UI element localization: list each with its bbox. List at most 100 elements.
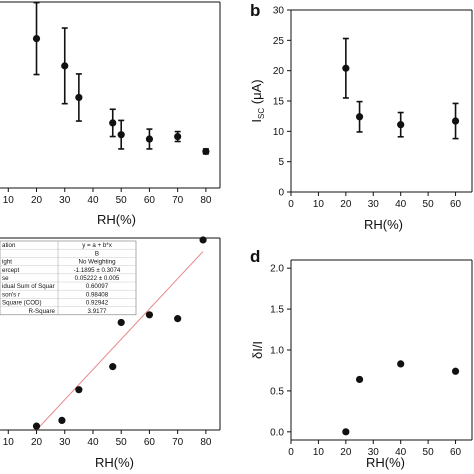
x-tick-label: 10 [3,437,15,448]
data-point [202,147,210,156]
y-tick-label: 2.0 [270,264,284,275]
y-tick-label: 25 [273,36,285,47]
x-axis-label: RH(%) [95,455,134,470]
data-point [75,386,83,394]
data-point [145,311,154,319]
y-tick-label: 1.0 [270,346,284,357]
panel-b: 0 10 20 30 40 50 60 0 5 10 15 20 25 30 RH(%) ISC (μA) b [249,1,473,232]
x-tick-label: 40 [87,437,99,448]
data-point [397,360,405,368]
data-point [109,119,117,127]
fit-table-key: son's r [2,291,20,298]
fit-line [36,251,204,431]
fit-table-value: 0.05222 ± 0.005 [75,275,120,282]
panel-a: 10 20 30 40 50 60 70 80 RH(%) [0,1,221,227]
data-point [145,135,154,143]
x-tick-label: 60 [450,447,462,458]
x-tick-label: 20 [31,195,43,206]
x-axis-label: RH(%) [97,212,136,227]
x-tick-label: 20 [340,447,352,458]
x-tick-label: 50 [116,437,128,448]
y-tick-label: 20 [273,66,285,77]
fit-table-value: 0.92942 [86,300,109,307]
y-tick-label: 15 [273,97,285,108]
fit-table-key: ight [2,259,12,266]
x-tick-label: 70 [172,195,184,206]
data-point [355,375,364,384]
x-tick-label: 40 [395,199,407,210]
y-tick-label: 10 [273,127,285,138]
data-point [397,121,405,129]
fit-table-border [0,240,137,316]
x-tick-label: 80 [200,195,212,206]
x-axis-label: RH(%) [366,455,405,470]
data-point [451,367,460,375]
y-axis-label: ISC (μA) [249,79,266,122]
x-tick-label: 60 [144,195,156,206]
x-tick-label: 70 [172,437,184,448]
x-tick-label: 10 [313,199,325,210]
x-tick-label: 10 [3,195,15,206]
data-point [109,363,117,371]
fit-table-value: No Weighting [78,259,116,266]
x-tick-label: 50 [116,195,128,206]
panel-d: 0 10 20 30 40 50 60 0.0 0.5 1.0 1.5 2.0 RH(%) δI/I d [250,247,473,470]
fit-table-value: 0.60097 [86,283,109,290]
fit-table-value: B [95,250,99,257]
fit-table-value: -1.1895 ± 0.3074 [74,267,121,274]
data-point [61,62,69,70]
data-point [199,236,207,244]
x-tick-label: 30 [368,199,380,210]
panel-label: d [250,247,260,266]
data-point [451,117,460,125]
x-tick-label: 40 [395,447,407,458]
data-point [342,428,350,436]
fit-table-key: se [2,275,9,282]
y-tick-label: 0 [278,188,284,199]
x-tick-label: 0 [288,199,294,210]
data-point [342,64,350,72]
data-point [117,318,125,327]
fit-table-key: idual Sum of Squar [2,283,55,290]
y-tick-label: 1.5 [270,305,284,316]
axes [290,259,473,441]
x-tick-label: 80 [200,437,212,448]
data-point [174,132,182,141]
y-tick-label: 30 [273,6,285,17]
data-point [58,416,66,424]
data-point [174,315,182,323]
x-tick-label: 30 [59,437,71,448]
x-tick-label: 60 [144,437,156,448]
y-tick-label: 0.0 [270,427,284,438]
data-point [355,113,364,121]
panel-label: b [250,1,260,20]
data-point [32,34,41,43]
axes [0,1,221,189]
x-tick-label: 30 [368,447,380,458]
x-tick-label: 20 [31,437,43,448]
x-tick-label: 50 [423,199,435,210]
axes [0,237,221,431]
x-tick-label: 60 [450,199,462,210]
fit-table-key: R-Square [29,308,56,315]
x-tick-label: 40 [87,195,99,206]
fit-table-value: 3.9177 [88,308,107,315]
x-tick-label: 20 [340,199,352,210]
x-tick-label: 50 [423,447,435,458]
x-axis-label: RH(%) [364,217,403,232]
x-tick-label: 30 [59,195,71,206]
y-tick-label: 0.5 [270,386,284,397]
x-tick-label: 0 [288,447,294,458]
fit-table-key: ation [2,242,16,249]
y-tick-label: 5 [278,157,284,168]
fit-table-key: Square (COD) [2,300,42,307]
fit-table-value: y = a + b*x [82,242,112,249]
x-tick-label: 10 [313,447,325,458]
data-point [75,93,83,102]
fit-table-key: ercept [2,267,19,274]
axes [290,9,473,193]
y-axis-label: δI/I [250,341,265,359]
